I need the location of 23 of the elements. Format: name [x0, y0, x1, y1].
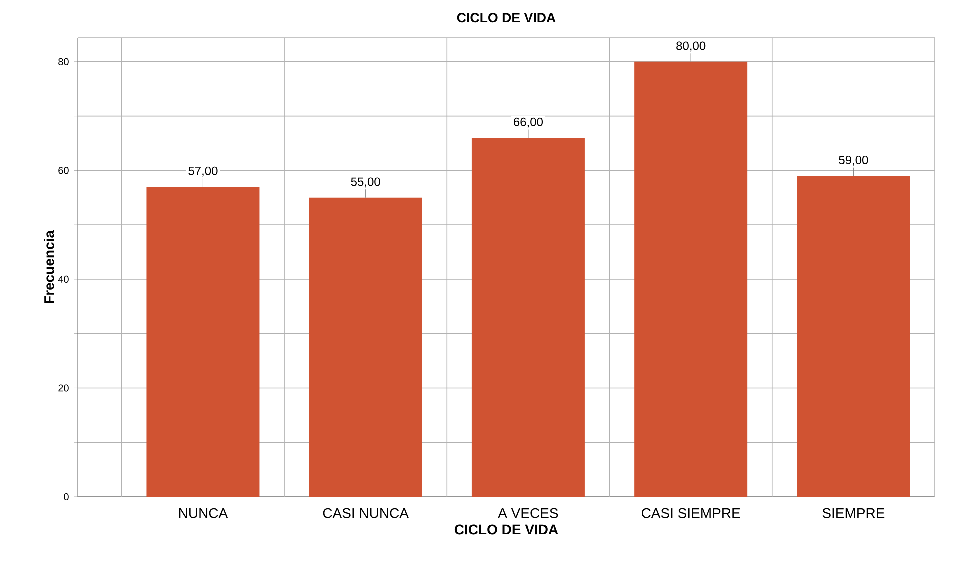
x-tick-label: NUNCA — [179, 508, 228, 518]
data-label: 57,00 — [188, 166, 218, 177]
data-label: 59,00 — [839, 156, 868, 166]
bar — [472, 138, 585, 497]
data-label: 80,00 — [676, 42, 706, 52]
data-label: 55,00 — [351, 178, 380, 188]
y-axis-title: Frecuencia — [44, 230, 54, 304]
y-tick-label: 40 — [58, 276, 69, 284]
y-tick-label: 20 — [58, 384, 69, 392]
y-tick-label: 80 — [58, 58, 69, 66]
bar — [797, 176, 910, 497]
chart-title: CICLO DE VIDA — [457, 13, 556, 23]
x-tick-label: SIEMPRE — [822, 508, 885, 518]
data-label: 66,00 — [514, 118, 544, 128]
x-tick-label: A VECES — [498, 508, 558, 518]
x-tick-label: CASI SIEMPRE — [642, 508, 740, 518]
bar — [146, 187, 260, 497]
x-tick-label: CASI NUNCA — [323, 508, 409, 518]
bar — [309, 198, 422, 497]
y-tick-label: 0 — [64, 493, 69, 501]
y-tick-label: 60 — [58, 167, 69, 174]
x-axis-title: CICLO DE VIDA — [454, 524, 558, 535]
bar — [634, 62, 748, 497]
